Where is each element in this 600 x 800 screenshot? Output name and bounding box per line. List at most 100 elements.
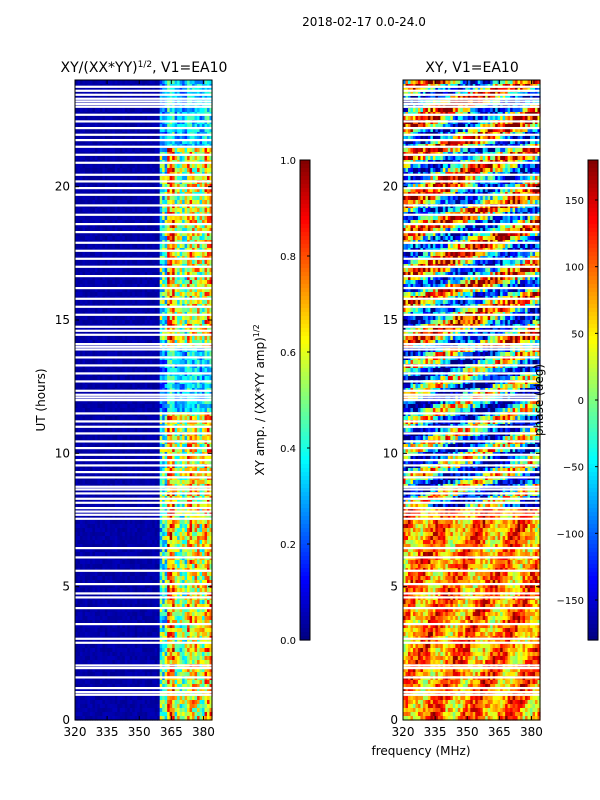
heatmap-cell — [109, 168, 113, 173]
heatmap-cell — [77, 80, 81, 85]
heatmap-cell — [84, 176, 89, 181]
heatmap-cell — [129, 168, 133, 173]
heatmap-cell — [94, 176, 99, 181]
heatmap-cell — [142, 252, 146, 257]
heatmap-cell — [142, 208, 146, 213]
heatmap-cell — [167, 224, 171, 229]
heatmap-cell — [154, 108, 158, 113]
heatmap-cell — [114, 140, 118, 145]
heatmap-cell — [134, 228, 138, 233]
heatmap-cell — [192, 188, 196, 193]
heatmap-cell — [102, 196, 106, 201]
heatmap-cell — [164, 188, 168, 193]
heatmap-cell — [154, 148, 158, 153]
heatmap-cell — [79, 236, 84, 241]
heatmap-cell — [134, 164, 138, 169]
heatmap-cell — [119, 236, 123, 241]
heatmap-cell — [147, 176, 151, 181]
heatmap-cell — [177, 128, 181, 133]
heatmap-cell — [149, 260, 153, 265]
heatmap-cell — [139, 164, 143, 169]
heatmap-cell — [75, 220, 79, 225]
heatmap-cell — [127, 196, 131, 201]
heatmap-cell — [104, 216, 108, 221]
heatmap-cell — [134, 124, 138, 129]
heatmap-cell — [97, 176, 101, 181]
heatmap-cell — [84, 260, 89, 265]
heatmap-cell — [142, 200, 146, 205]
heatmap-cell — [119, 164, 123, 169]
heatmap-cell — [144, 116, 148, 121]
heatmap-cell — [114, 188, 118, 193]
heatmap-cell — [94, 236, 99, 241]
heatmap-cell — [77, 124, 81, 129]
heatmap-cell — [107, 176, 111, 181]
heatmap-cell — [134, 108, 138, 113]
heatmap-cell — [99, 184, 103, 189]
heatmap-cell — [184, 80, 188, 85]
heatmap-cell — [174, 140, 178, 145]
heatmap-cell — [82, 224, 86, 229]
heatmap-cell — [184, 156, 188, 161]
heatmap-cell — [192, 80, 196, 85]
heatmap-cell — [79, 124, 84, 129]
heatmap-cell — [82, 164, 86, 169]
heatmap-cell — [94, 224, 99, 229]
heatmap-cell — [194, 200, 198, 205]
heatmap-cell — [114, 80, 118, 85]
heatmap-cell — [172, 156, 176, 161]
heatmap-cell — [159, 224, 163, 229]
heatmap-cell — [102, 184, 106, 189]
heatmap-cell — [94, 216, 99, 221]
heatmap-cell — [194, 156, 198, 161]
heatmap-cell — [192, 208, 196, 213]
heatmap-cell — [149, 148, 153, 153]
heatmap-cell — [144, 188, 148, 193]
heatmap-cell — [204, 108, 208, 113]
heatmap-cell — [139, 236, 143, 241]
heatmap-cell — [147, 216, 151, 221]
heatmap-cell — [172, 260, 176, 265]
heatmap-cell — [202, 140, 206, 145]
heatmap-cell — [129, 260, 133, 265]
heatmap-cell — [202, 184, 206, 189]
heatmap-cell — [109, 124, 113, 129]
heatmap-cell — [107, 140, 111, 145]
heatmap-cell — [147, 116, 151, 121]
heatmap-cell — [149, 136, 153, 141]
heatmap-cell — [119, 148, 123, 153]
heatmap-cell — [204, 252, 208, 257]
heatmap-cell — [107, 148, 111, 153]
heatmap-cell — [187, 136, 191, 141]
heatmap-cell — [99, 196, 103, 201]
heatmap-cell — [139, 196, 143, 201]
heatmap-cell — [157, 260, 161, 265]
heatmap-cell — [89, 164, 94, 169]
heatmap-cell — [134, 156, 138, 161]
heatmap-cell — [79, 164, 84, 169]
heatmap-cell — [159, 124, 163, 129]
heatmap-cell — [82, 208, 86, 213]
heatmap-cell — [189, 140, 193, 145]
heatmap-cell — [107, 128, 111, 133]
heatmap-cell — [142, 236, 146, 241]
heatmap-cell — [164, 252, 168, 257]
heatmap-cell — [102, 224, 106, 229]
heatmap-cell — [204, 188, 208, 193]
heatmap-cell — [132, 140, 136, 145]
heatmap-cell — [107, 188, 111, 193]
heatmap-cell — [114, 116, 118, 121]
heatmap-cell — [204, 156, 208, 161]
heatmap-cell — [157, 136, 161, 141]
heatmap-cell — [172, 124, 176, 129]
heatmap-cell — [97, 228, 101, 233]
heatmap-cell — [204, 136, 208, 141]
heatmap-cell — [162, 188, 166, 193]
heatmap-cell — [159, 196, 163, 201]
heatmap-cell — [194, 136, 198, 141]
heatmap-cell — [77, 128, 81, 133]
heatmap-cell — [137, 128, 141, 133]
heatmap-cell — [144, 140, 148, 145]
heatmap-cell — [174, 244, 178, 249]
heatmap-cell — [102, 260, 106, 265]
